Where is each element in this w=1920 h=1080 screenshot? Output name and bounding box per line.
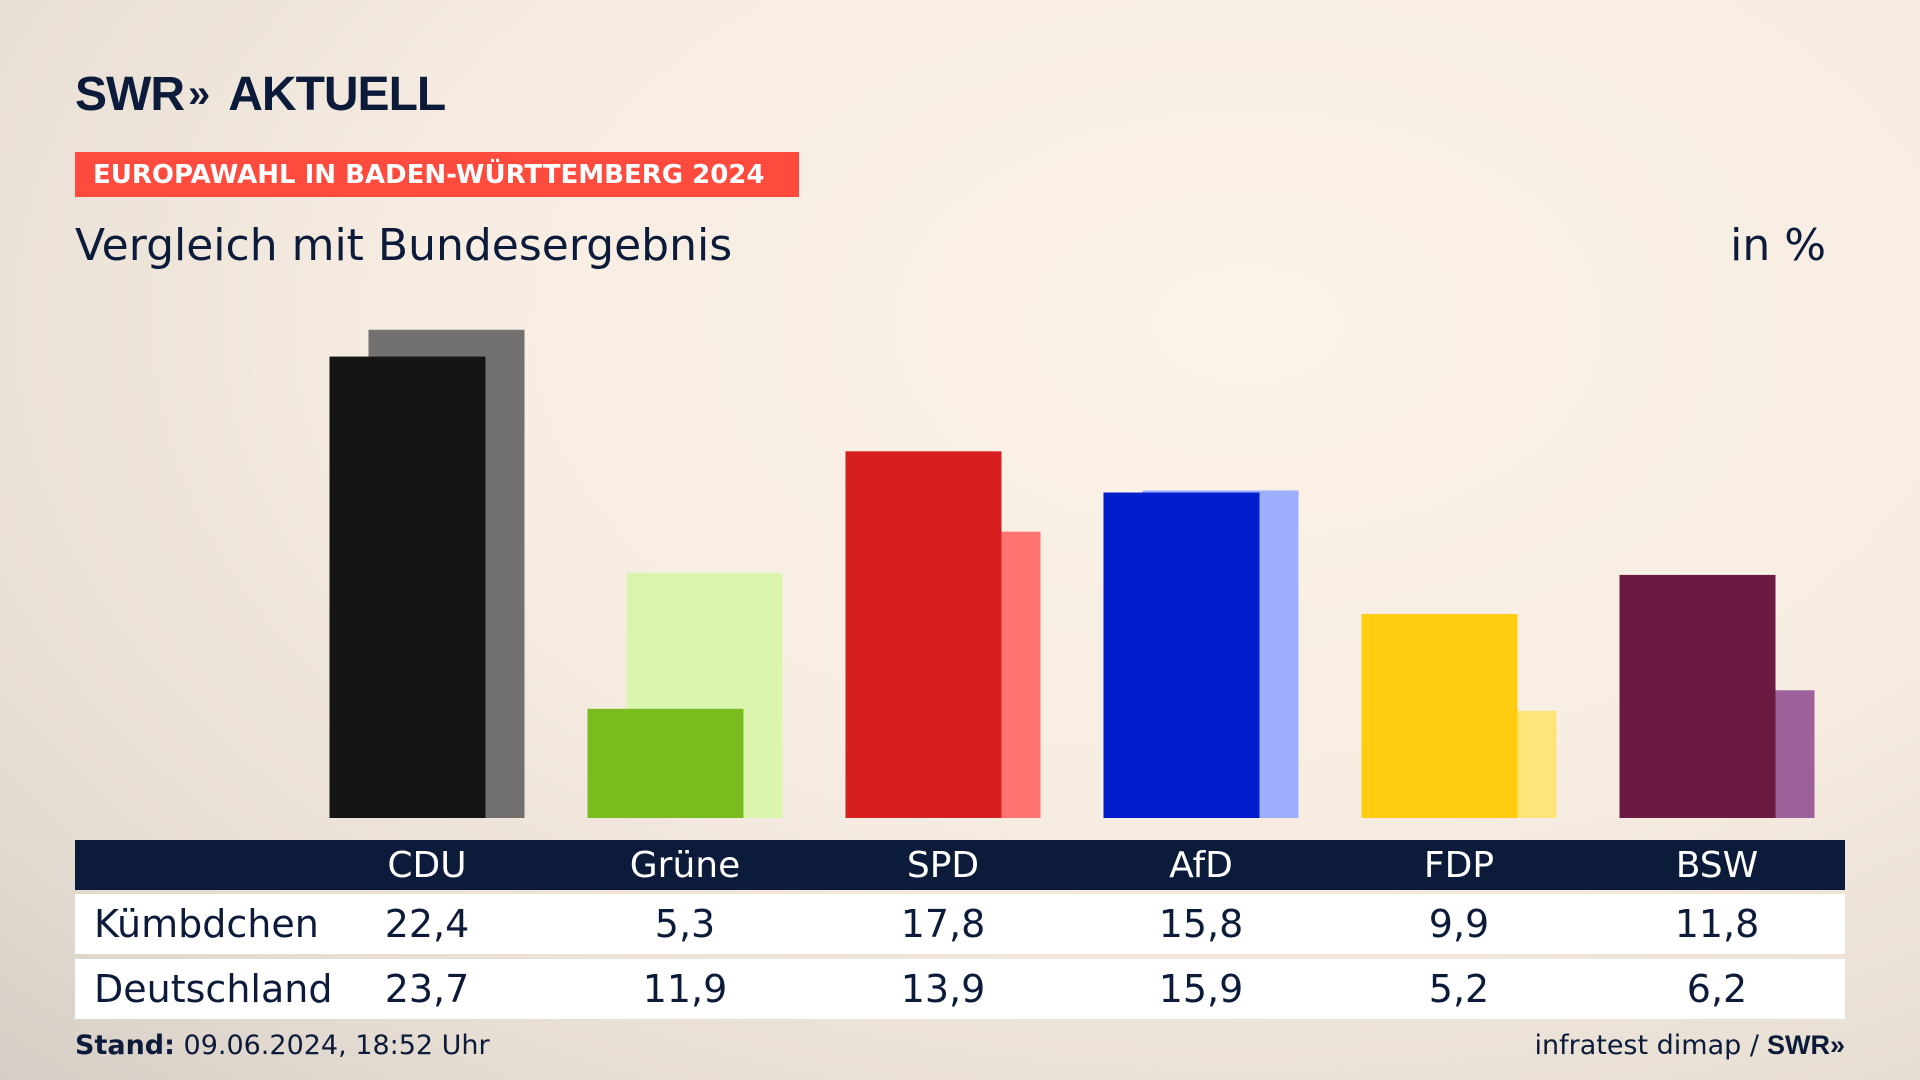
value-bsw-region: 11,8 [1674,902,1760,946]
table-row-germany: Deutschland 23,7 11,9 13,9 15,9 5,2 6,2 [75,959,1845,1019]
table-row-region: Kümbdchen 22,4 5,3 17,8 15,8 9,9 11,8 [75,894,1845,954]
unit-label: in % [1730,220,1826,271]
swr-aktuell-logo: SWR » AKTUELL [75,66,446,122]
chart-title: Vergleich mit Bundesergebnis [75,220,733,271]
party-label-spd: SPD [906,844,980,886]
value-afd-germany: 15,9 [1158,967,1244,1011]
bar-spd-region [845,451,1002,818]
source-text: infratest dimap / [1534,1030,1759,1061]
stand-label: Stand: [75,1030,175,1061]
bar-grne-region [587,708,744,818]
value-spd-germany: 13,9 [900,967,986,1011]
party-label-afd: AfD [1169,844,1233,886]
value-cdu-germany: 23,7 [384,967,470,1011]
stand-value: 09.06.2024, 18:52 Uhr [183,1030,490,1061]
value-cdu-region: 22,4 [384,902,470,946]
logo-aktuell-text: AKTUELL [228,67,446,121]
party-label-grne: Grüne [629,844,741,886]
bar-bsw-region [1619,574,1776,818]
row-label: Deutschland [94,967,333,1011]
value-fdp-region: 9,9 [1428,902,1490,946]
swr-mini-logo: SWR» [1766,1030,1845,1060]
value-grne-germany: 11,9 [642,967,728,1011]
party-label-bsw: BSW [1675,844,1759,886]
row-label: Kümbdchen [94,902,319,946]
value-fdp-germany: 5,2 [1428,967,1490,1011]
value-bsw-germany: 6,2 [1686,967,1748,1011]
bar-fdp-region [1361,614,1518,818]
party-label-cdu: CDU [387,844,467,886]
value-grne-region: 5,3 [654,902,716,946]
table-header-row: CDU Grüne SPD AfD FDP BSW [75,840,1845,890]
bar-chart [329,329,1815,818]
election-banner: EUROPAWAHL IN BADEN-WÜRTTEMBERG 2024 [75,152,799,197]
source-credit: infratest dimap / SWR» [1534,1030,1845,1061]
results-table: CDU Grüne SPD AfD FDP BSW Kümbdchen 22,4 5,3 17… [75,840,1845,1019]
party-label-fdp: FDP [1423,844,1495,886]
timestamp: Stand: 09.06.2024, 18:52 Uhr [75,1030,490,1061]
value-afd-region: 15,8 [1158,902,1244,946]
logo-swr-text: SWR [75,67,185,121]
value-spd-region: 17,8 [900,902,986,946]
bar-afd-region [1103,492,1260,818]
bar-cdu-region [329,356,486,818]
